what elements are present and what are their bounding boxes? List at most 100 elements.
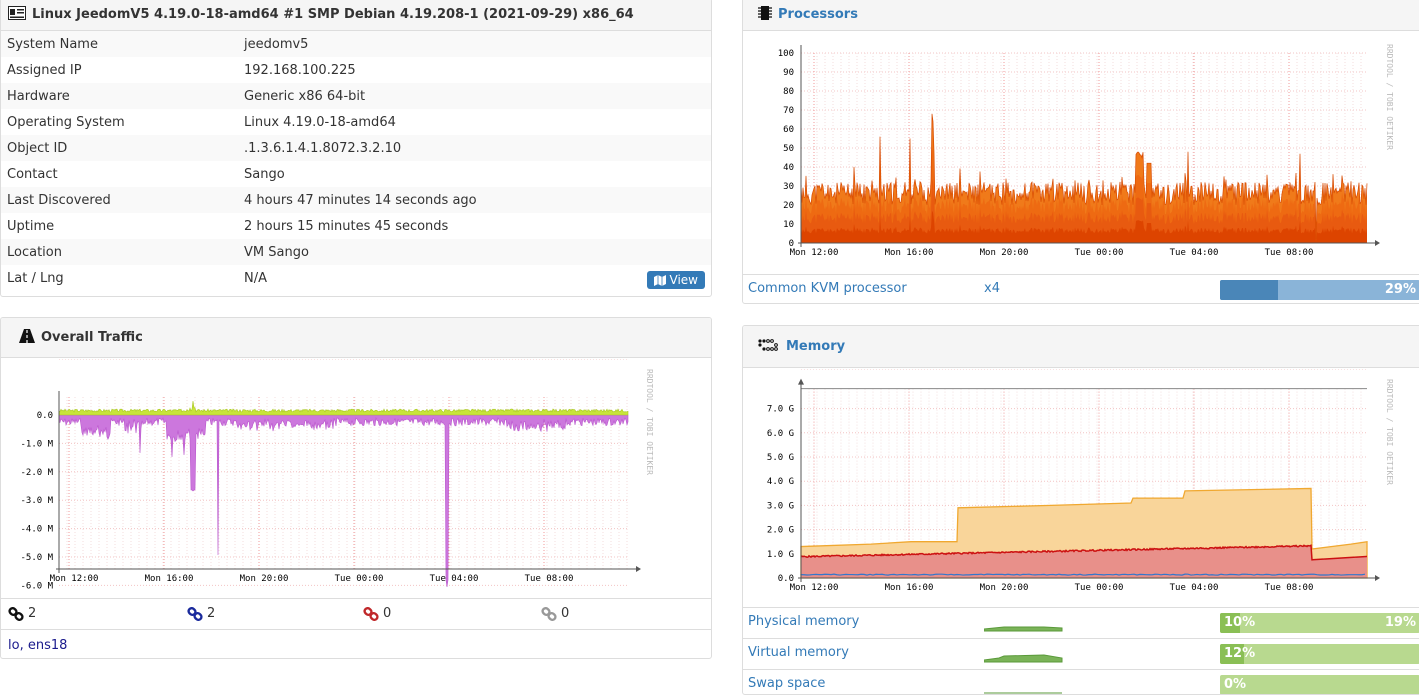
device-info-row: System Name jeedomv5 <box>1 31 711 57</box>
device-info-row: Location VM Sango <box>1 239 711 265</box>
traffic-y-tick: -1.0 M <box>20 439 53 449</box>
link-count-2[interactable]: 2 <box>187 606 215 621</box>
memory-usage-bar: 12% <box>1220 644 1419 664</box>
chip-icon <box>758 5 772 25</box>
device-info-value: Linux 4.19.0-18-amd64 <box>244 114 396 130</box>
device-header: Linux JeedomV5 4.19.0-18-amd64 #1 SMP De… <box>1 0 711 31</box>
memory-used-label: 0% <box>1224 677 1247 692</box>
processor-usage-fill <box>1220 280 1278 300</box>
processors-title: Processors <box>778 7 858 22</box>
device-info-row: Object ID .1.3.6.1.4.1.8072.3.2.10 <box>1 135 711 161</box>
memory-sparkline <box>984 692 1062 694</box>
memory-row: Virtual memory 12% <box>743 638 1419 669</box>
memory-usage-fill <box>1220 613 1240 633</box>
device-title: Linux JeedomV5 4.19.0-18-amd64 #1 SMP De… <box>32 7 634 22</box>
traffic-title: Overall Traffic <box>41 330 143 345</box>
memory-row-name[interactable]: Physical memory <box>748 614 860 629</box>
link-count-value: 0 <box>383 606 392 621</box>
processors-y-tick: 100 <box>778 49 794 59</box>
device-info-row: Operating System Linux 4.19.0-18-amd64 <box>1 109 711 135</box>
memory-row-name[interactable]: Swap space <box>748 676 826 691</box>
link-count-1[interactable]: 2 <box>8 606 36 621</box>
link-count-4[interactable]: 0 <box>541 606 569 621</box>
memory-y-tick: 4.0 G <box>767 477 794 487</box>
link-count-3[interactable]: 0 <box>363 606 391 621</box>
device-info-value: 192.168.100.225 <box>244 62 356 78</box>
device-info-row: Hardware Generic x86 64-bit <box>1 83 711 109</box>
traffic-graph: 0.0-1.0 M-2.0 M-3.0 M-4.0 M-5.0 M-6.0 MM… <box>20 359 654 591</box>
memory-x-tick: Mon 20:00 <box>980 583 1029 593</box>
memory-x-tick: Tue 08:00 <box>1265 583 1314 593</box>
memory-header: Memory <box>743 326 1419 368</box>
processor-count: x4 <box>984 281 1000 296</box>
traffic-header: Overall Traffic <box>1 318 711 358</box>
memory-usage-bar: 0% <box>1220 675 1419 694</box>
traffic-y-tick: -3.0 M <box>20 496 53 506</box>
traffic-x-tick: Tue 08:00 <box>525 574 574 584</box>
device-info-value: 2 hours 15 minutes 45 seconds <box>244 218 449 234</box>
processors-x-tick: Tue 04:00 <box>1170 248 1219 258</box>
memory-y-tick: 0.0 <box>778 574 794 584</box>
traffic-links-row: 2 2 0 0 <box>1 598 711 629</box>
link-icon <box>187 606 203 621</box>
memory-sparkline <box>984 626 1063 632</box>
device-info-value: Sango <box>244 166 285 182</box>
device-info-value: .1.3.6.1.4.1.8072.3.2.10 <box>238 135 711 161</box>
traffic-x-tick: Mon 20:00 <box>240 574 289 584</box>
traffic-side-label: RRDTOOL / TOBI OETIKER <box>645 369 654 475</box>
id-card-icon <box>8 5 26 24</box>
device-info-row: Assigned IP 192.168.100.225 <box>1 57 711 83</box>
memory-y-tick: 3.0 G <box>767 501 794 511</box>
traffic-x-tick: Mon 16:00 <box>145 574 194 584</box>
traffic-y-tick: -4.0 M <box>20 525 53 535</box>
memory-x-tick: Tue 04:00 <box>1170 583 1219 593</box>
processors-y-tick: 30 <box>783 182 794 192</box>
link-icon <box>8 606 24 621</box>
memory-row-name[interactable]: Virtual memory <box>748 645 849 660</box>
view-map-button[interactable]: View <box>646 271 705 289</box>
processors-y-tick: 70 <box>783 106 794 116</box>
link-count-value: 0 <box>561 606 570 621</box>
link-icon <box>541 606 557 621</box>
interfaces-link[interactable]: lo, ens18 <box>8 638 68 653</box>
traffic-y-tick: -5.0 M <box>20 553 53 563</box>
processors-y-tick: 10 <box>783 220 794 230</box>
processors-x-tick: Mon 12:00 <box>790 248 839 258</box>
road-icon <box>19 328 35 347</box>
device-info-key: Location <box>1 239 238 265</box>
device-panel: Linux JeedomV5 4.19.0-18-amd64 #1 SMP De… <box>0 0 712 297</box>
map-icon <box>653 274 666 286</box>
processors-header: Processors <box>743 0 1419 31</box>
memory-sparkline <box>984 654 1063 663</box>
device-info-value: 4 hours 47 minutes 14 seconds ago <box>238 187 711 213</box>
processors-y-tick: 50 <box>783 144 794 154</box>
traffic-y-tick: -2.0 M <box>20 468 53 478</box>
memory-usage-fill <box>1220 644 1244 664</box>
traffic-x-tick: Tue 04:00 <box>430 574 479 584</box>
processor-row: Common KVM processor x4 29% <box>743 274 1419 303</box>
device-info-row: Contact Sango <box>1 161 711 187</box>
traffic-interfaces-row: lo, ens18 <box>1 629 711 658</box>
memory-x-tick: Mon 12:00 <box>790 583 839 593</box>
device-info-value: VM Sango <box>238 239 711 265</box>
processor-usage-label: 29% <box>1384 282 1416 297</box>
device-info-row: Uptime 2 hours 15 minutes 45 seconds <box>1 213 711 239</box>
traffic-panel: Overall Traffic 0.0 -1.0 M -2.0 M -3.0 M -4.… <box>0 317 712 659</box>
memory-x-tick: Tue 00:00 <box>1075 583 1124 593</box>
traffic-x-tick: Mon 12:00 <box>50 574 99 584</box>
device-info-key: Contact <box>7 166 58 182</box>
device-info-key: Last Discovered <box>1 187 238 213</box>
link-count-value: 2 <box>28 606 37 621</box>
memory-y-tick: 5.0 G <box>767 453 794 463</box>
link-count-value: 2 <box>207 606 216 621</box>
device-info-row: Last Discovered 4 hours 47 minutes 14 sec… <box>1 187 711 213</box>
device-info-key: System Name <box>1 31 238 57</box>
processors-y-tick: 40 <box>783 163 794 173</box>
device-info-value: Generic x86 64-bit <box>238 83 711 109</box>
memory-title: Memory <box>786 339 846 354</box>
processors-y-tick: 60 <box>783 125 794 135</box>
processor-name-link[interactable]: Common KVM processor <box>748 281 907 296</box>
processors-x-tick: Mon 16:00 <box>885 248 934 258</box>
processors-y-tick: 80 <box>783 87 794 97</box>
device-info-value: jeedomv5 <box>238 31 711 57</box>
